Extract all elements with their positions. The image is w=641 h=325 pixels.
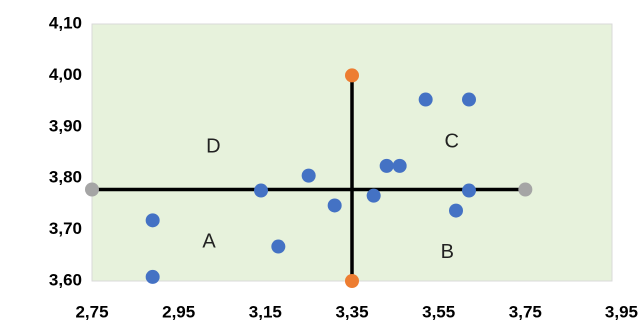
- data-point-7: [366, 188, 381, 203]
- x-tick-label: 3,55: [422, 302, 455, 321]
- quadrant-label-a: A: [202, 231, 216, 253]
- y-tick-label: 3,80: [49, 168, 82, 187]
- data-point-12: [462, 92, 476, 107]
- data-point-8: [379, 158, 394, 173]
- quadrant-label-c: C: [444, 131, 458, 153]
- x-axis-ticks: 2,75 2,95 3,15 3,35 3,55 3,75 3,95: [75, 302, 638, 321]
- x-tick-label: 3,95: [605, 302, 638, 321]
- data-point-4: [271, 239, 286, 254]
- y-tick-label: 3,60: [49, 270, 82, 289]
- horizontal-line-endpoint-1: [85, 182, 99, 197]
- y-tick-label: 4,10: [49, 13, 82, 32]
- data-point-3: [254, 183, 268, 198]
- x-tick-label: 2,75: [75, 302, 108, 321]
- vertical-line-endpoint-2: [345, 274, 359, 288]
- y-tick-label: 4,00: [49, 65, 82, 84]
- quadrant-label-b: B: [441, 241, 454, 263]
- horizontal-line-endpoint-2: [518, 182, 533, 197]
- quadrant-labels: A B C D: [202, 131, 459, 264]
- data-point-6: [327, 198, 342, 213]
- x-tick-label: 3,75: [509, 302, 542, 321]
- data-point-2: [145, 269, 160, 284]
- vertical-line-endpoint-1: [345, 68, 359, 83]
- y-axis-ticks: 3,60 3,70 3,80 3,90 4,00 4,10: [49, 13, 82, 289]
- data-point-13: [462, 183, 476, 198]
- data-point-5: [301, 168, 316, 183]
- data-points: [145, 92, 476, 284]
- x-tick-label: 3,15: [249, 302, 282, 321]
- data-point-1: [145, 213, 160, 228]
- data-point-10: [418, 92, 433, 107]
- data-point-11: [449, 203, 463, 218]
- x-tick-label: 2,95: [162, 302, 195, 321]
- cross-lines: [85, 68, 533, 288]
- quadrant-label-d: D: [206, 136, 220, 158]
- x-tick-label: 3,35: [335, 302, 368, 321]
- data-point-9: [392, 158, 407, 173]
- y-tick-label: 3,90: [49, 116, 82, 135]
- y-tick-label: 3,70: [49, 219, 82, 238]
